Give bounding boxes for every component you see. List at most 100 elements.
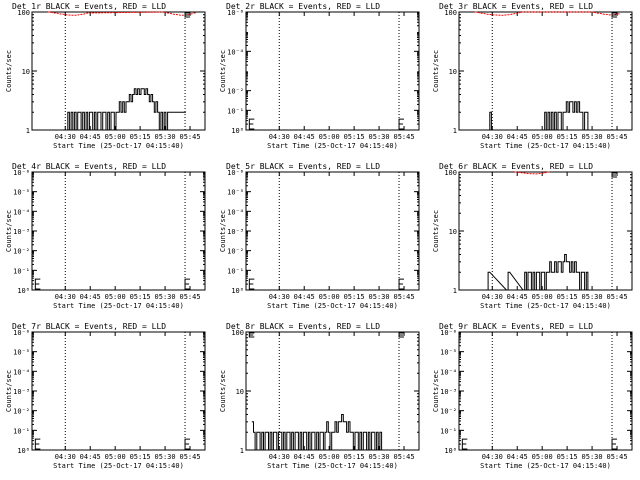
x-tick-label: 04:30 (55, 293, 76, 301)
events-series-line (251, 414, 385, 451)
y-axis-label: Counts/sec (219, 50, 227, 92)
x-tick-label: 05:15 (130, 293, 151, 301)
y-tick-label: 10⁻³ (227, 228, 244, 236)
x-axis-label: Start Time (25-Oct-17 04:15:40) (267, 462, 398, 470)
x-tick-label: 05:15 (130, 453, 151, 461)
events-series-line (488, 101, 592, 131)
x-tick-label: 05:45 (606, 453, 627, 461)
x-tick-label: 04:30 (269, 133, 290, 141)
x-tick-label: 05:30 (582, 133, 603, 141)
y-tick-label: 100 (17, 9, 30, 17)
bracket-marker (398, 278, 405, 290)
plot-frame (245, 11, 420, 131)
x-tick-label: 04:30 (482, 133, 503, 141)
x-tick-label: 05:15 (557, 453, 578, 461)
y-tick-label: 10⁻² (227, 248, 244, 256)
x-tick-label: 04:45 (507, 133, 528, 141)
y-tick-label: 10⁻¹ (13, 267, 30, 275)
x-tick-label: 05:45 (179, 133, 200, 141)
x-tick-label: 04:45 (507, 453, 528, 461)
panel-title: Det 8r BLACK = Events, RED = LLD (226, 322, 380, 331)
panel-det-4: Det 4r BLACK = Events, RED = LLD 04:30 04:… (5, 162, 206, 310)
plot-frame (31, 331, 206, 451)
y-tick-label: 10⁻¹ (440, 427, 457, 435)
x-tick-label: 05:00 (105, 453, 126, 461)
y-tick-label: 10⁰ (17, 287, 30, 295)
y-tick-label: 10⁻⁴ (227, 48, 244, 56)
bracket-marker (611, 438, 618, 450)
y-tick-label: 10⁻⁴ (440, 368, 457, 376)
x-tick-label: 05:45 (606, 293, 627, 301)
plot-frame (31, 171, 206, 291)
x-axis-label: Start Time (25-Oct-17 04:15:40) (53, 462, 184, 470)
x-tick-label: 05:00 (105, 293, 126, 301)
y-tick-label: 100 (231, 329, 244, 337)
x-tick-label: 05:45 (393, 293, 414, 301)
y-tick-label: 10 (236, 388, 244, 396)
x-tick-label: 04:30 (55, 453, 76, 461)
y-axis-label: Counts/sec (5, 50, 13, 92)
x-tick-label: 05:00 (532, 453, 553, 461)
y-tick-label: 10⁻⁶ (13, 169, 30, 177)
x-tick-label: 05:00 (532, 133, 553, 141)
y-tick-label: 10⁻² (13, 248, 30, 256)
y-tick-label: 10⁰ (231, 127, 244, 135)
x-tick-label: 05:30 (582, 293, 603, 301)
x-tick-label: 05:00 (532, 293, 553, 301)
x-tick-label: 05:15 (344, 453, 365, 461)
x-tick-label: 05:15 (557, 133, 578, 141)
y-tick-label: 10⁻⁵ (227, 189, 244, 197)
bracket-marker (461, 438, 468, 450)
plot-frame (458, 331, 633, 451)
panel-det-3: Det 3r BLACK = Events, RED = LLD 04:30 04:… (432, 2, 633, 150)
y-tick-label: 10⁻² (227, 88, 244, 96)
y-tick-label: 10⁻² (440, 408, 457, 416)
panel-title: Det 2r BLACK = Events, RED = LLD (226, 2, 380, 11)
y-tick-label: 100 (444, 9, 457, 17)
x-tick-label: 05:30 (369, 453, 390, 461)
lld-series-line (474, 11, 620, 16)
x-tick-label: 05:30 (155, 133, 176, 141)
x-tick-label: 05:30 (155, 293, 176, 301)
x-tick-label: 05:15 (557, 293, 578, 301)
y-axis-label: Counts/sec (432, 370, 440, 412)
y-tick-label: 10⁻⁵ (13, 189, 30, 197)
bracket-marker (398, 118, 405, 130)
y-axis-label: Counts/sec (219, 210, 227, 252)
y-tick-label: 10 (22, 68, 30, 76)
y-tick-label: 10⁻¹ (227, 107, 244, 115)
bracket-marker (248, 332, 255, 338)
x-tick-label: 04:30 (269, 453, 290, 461)
y-tick-label: 10 (449, 68, 457, 76)
y-tick-label: 10⁰ (444, 447, 457, 455)
events-series-line (66, 88, 186, 131)
y-tick-label: 10⁻⁶ (13, 329, 30, 337)
x-tick-label: 05:45 (179, 453, 200, 461)
x-tick-label: 05:15 (130, 133, 151, 141)
x-tick-label: 04:30 (269, 293, 290, 301)
x-tick-label: 04:45 (80, 453, 101, 461)
x-tick-label: 05:00 (319, 453, 340, 461)
y-tick-label: 10⁻⁴ (13, 368, 30, 376)
x-tick-label: 05:00 (319, 293, 340, 301)
panel-title: Det 4r BLACK = Events, RED = LLD (12, 162, 166, 171)
panel-det-6: Det 6r BLACK = Events, RED = LLD 04:30 04:… (432, 162, 633, 310)
bracket-marker (248, 118, 255, 130)
x-tick-label: 04:45 (294, 293, 315, 301)
x-tick-label: 05:45 (179, 293, 200, 301)
x-tick-label: 05:45 (606, 133, 627, 141)
bracket-marker (34, 438, 41, 450)
x-axis-label: Start Time (25-Oct-17 04:15:40) (480, 462, 611, 470)
events-series-line (486, 254, 592, 291)
y-tick-label: 10 (449, 228, 457, 236)
panel-title: Det 1r BLACK = Events, RED = LLD (12, 2, 166, 11)
y-tick-label: 100 (444, 169, 457, 177)
x-axis-label: Start Time (25-Oct-17 04:15:40) (53, 142, 184, 150)
panel-det-2: Det 2r BLACK = Events, RED = LLD 04:30 04:… (219, 2, 420, 150)
bracket-marker (398, 332, 405, 338)
x-axis-label: Start Time (25-Oct-17 04:15:40) (480, 142, 611, 150)
y-tick-label: 10⁻⁶ (227, 9, 244, 17)
panel-title: Det 6r BLACK = Events, RED = LLD (439, 162, 593, 171)
y-tick-label: 10⁻³ (13, 388, 30, 396)
